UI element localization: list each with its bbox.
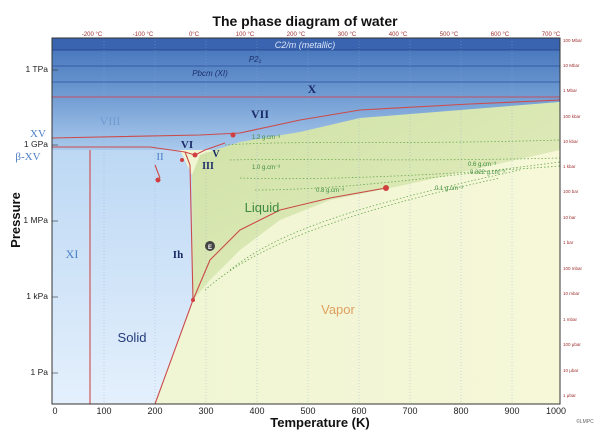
- right-tick: 10 Mbar: [563, 63, 580, 68]
- x-tick: 200: [147, 406, 162, 416]
- right-tick: 10 kbar: [563, 139, 579, 144]
- triple-point-v: [192, 152, 198, 158]
- y-axis-label: Pressure: [8, 192, 23, 248]
- top-tick: -200 °C: [82, 32, 103, 38]
- right-tick: 1 kbar: [563, 164, 576, 169]
- right-tick: 10 bar: [563, 215, 576, 220]
- y-tick: 1 TPa: [25, 64, 48, 74]
- top-tick: 200 °C: [287, 32, 306, 38]
- label-liquid: Liquid: [245, 200, 280, 215]
- label-solid: Solid: [118, 330, 147, 345]
- top-tick: 600 °C: [491, 32, 510, 38]
- y-axis-ticks: 1 TPa 1 GPa 1 MPa 1 kPa 1 Pa: [23, 64, 48, 377]
- top-axis-labels: -200 °C -100 °C 0°C 100 °C 200 °C 300 °C…: [82, 32, 561, 38]
- x-tick: 300: [198, 406, 213, 416]
- top-tick: -100 °C: [133, 32, 154, 38]
- right-tick: 1 mbar: [563, 317, 578, 322]
- phase-vi: VI: [181, 139, 193, 151]
- phase-v: V: [212, 149, 220, 160]
- label-vapor: Vapor: [321, 302, 355, 317]
- left-ticks: [52, 69, 58, 374]
- x-tick: 0: [52, 406, 57, 416]
- phase-c2m: C2/m (metallic): [275, 40, 336, 50]
- x-axis-label: Temperature (K): [270, 415, 369, 430]
- density-labels: 1.2 g.cm⁻³ 1.0 g.cm⁻³ 0.8 g.cm⁻³ 0.6 g.c…: [252, 135, 505, 194]
- phase-xv: XV: [30, 128, 46, 140]
- density-label: 0.1 g.cm⁻³: [435, 186, 463, 192]
- triple-point-vi-vii: [230, 132, 236, 138]
- phase-ih: Ih: [173, 249, 183, 261]
- x-tick: 500: [300, 406, 315, 416]
- phase-p21: P2₁: [249, 55, 262, 64]
- phase-boundaries: [51, 99, 561, 405]
- top-tick: 500 °C: [440, 32, 459, 38]
- y-tick: 1 Pa: [31, 367, 49, 377]
- critical-point: [383, 185, 389, 191]
- y-tick: 1 kPa: [26, 291, 48, 301]
- phase-beta-xv: β-XV: [15, 151, 40, 163]
- x-tick: 100: [96, 406, 111, 416]
- right-tick: 100 bar: [563, 189, 579, 194]
- phase-pbcm: Pbcm (XI): [192, 69, 228, 78]
- right-tick: 10 mbar: [563, 291, 580, 296]
- phase-x: X: [308, 82, 317, 96]
- solid-region: [52, 150, 193, 404]
- density-label: 0.8 g.cm⁻³: [316, 188, 344, 194]
- right-tick: 1 Mbar: [563, 88, 578, 93]
- right-tick: 100 mbar: [563, 266, 583, 271]
- top-tick: 400 °C: [389, 32, 408, 38]
- title: The phase diagram of water: [212, 13, 398, 29]
- triple-point-ih: [191, 298, 195, 302]
- right-tick: 1 bar: [563, 240, 574, 245]
- density-contours: [204, 139, 561, 291]
- point-e: [205, 241, 215, 251]
- x-axis-ticks: 0 100 200 300 400 500 600 700 800 900 10…: [52, 406, 566, 416]
- right-tick: 100 Mbar: [563, 38, 583, 43]
- phase-e: E: [208, 245, 212, 251]
- phase-vii: VII: [251, 107, 269, 121]
- x-tick: 400: [249, 406, 264, 416]
- liquid-region: [192, 102, 560, 300]
- density-label: 1.0 g.cm⁻³: [252, 165, 280, 171]
- x-tick: 600: [351, 406, 366, 416]
- top-tick: 300 °C: [338, 32, 357, 38]
- density-label: 0.6 g.cm⁻³: [468, 162, 496, 168]
- right-axis-labels: 100 Mbar 10 Mbar 1 Mbar 100 kbar 10 kbar…: [563, 38, 583, 398]
- x-tick: 700: [402, 406, 417, 416]
- density-label: 0.322 g.cm⁻³: [470, 170, 505, 176]
- x-tick: 1000: [546, 406, 566, 416]
- y-tick: 1 GPa: [24, 139, 48, 149]
- top-tick: 700 °C: [542, 32, 561, 38]
- band-metallic: [52, 38, 560, 50]
- credit: ©LMPC: [576, 418, 594, 425]
- triple-point-marker: [155, 177, 161, 183]
- density-label: 1.2 g.cm⁻³: [252, 135, 280, 141]
- x-tick: 900: [504, 406, 519, 416]
- triple-point-iii: [180, 158, 184, 162]
- phase-viii: VIII: [100, 114, 121, 128]
- top-tick: 0°C: [189, 32, 200, 38]
- phase-xi: XI: [66, 247, 79, 261]
- phase-iii: III: [202, 161, 214, 172]
- x-tick: 800: [453, 406, 468, 416]
- right-tick: 100 kbar: [563, 114, 581, 119]
- right-tick: 1 μbar: [563, 393, 576, 398]
- right-tick: 10 μbar: [563, 368, 579, 373]
- y-tick: 1 MPa: [23, 215, 48, 225]
- right-tick: 100 μbar: [563, 342, 581, 347]
- top-tick: 100 °C: [236, 32, 255, 38]
- phase-ii: II: [156, 151, 164, 163]
